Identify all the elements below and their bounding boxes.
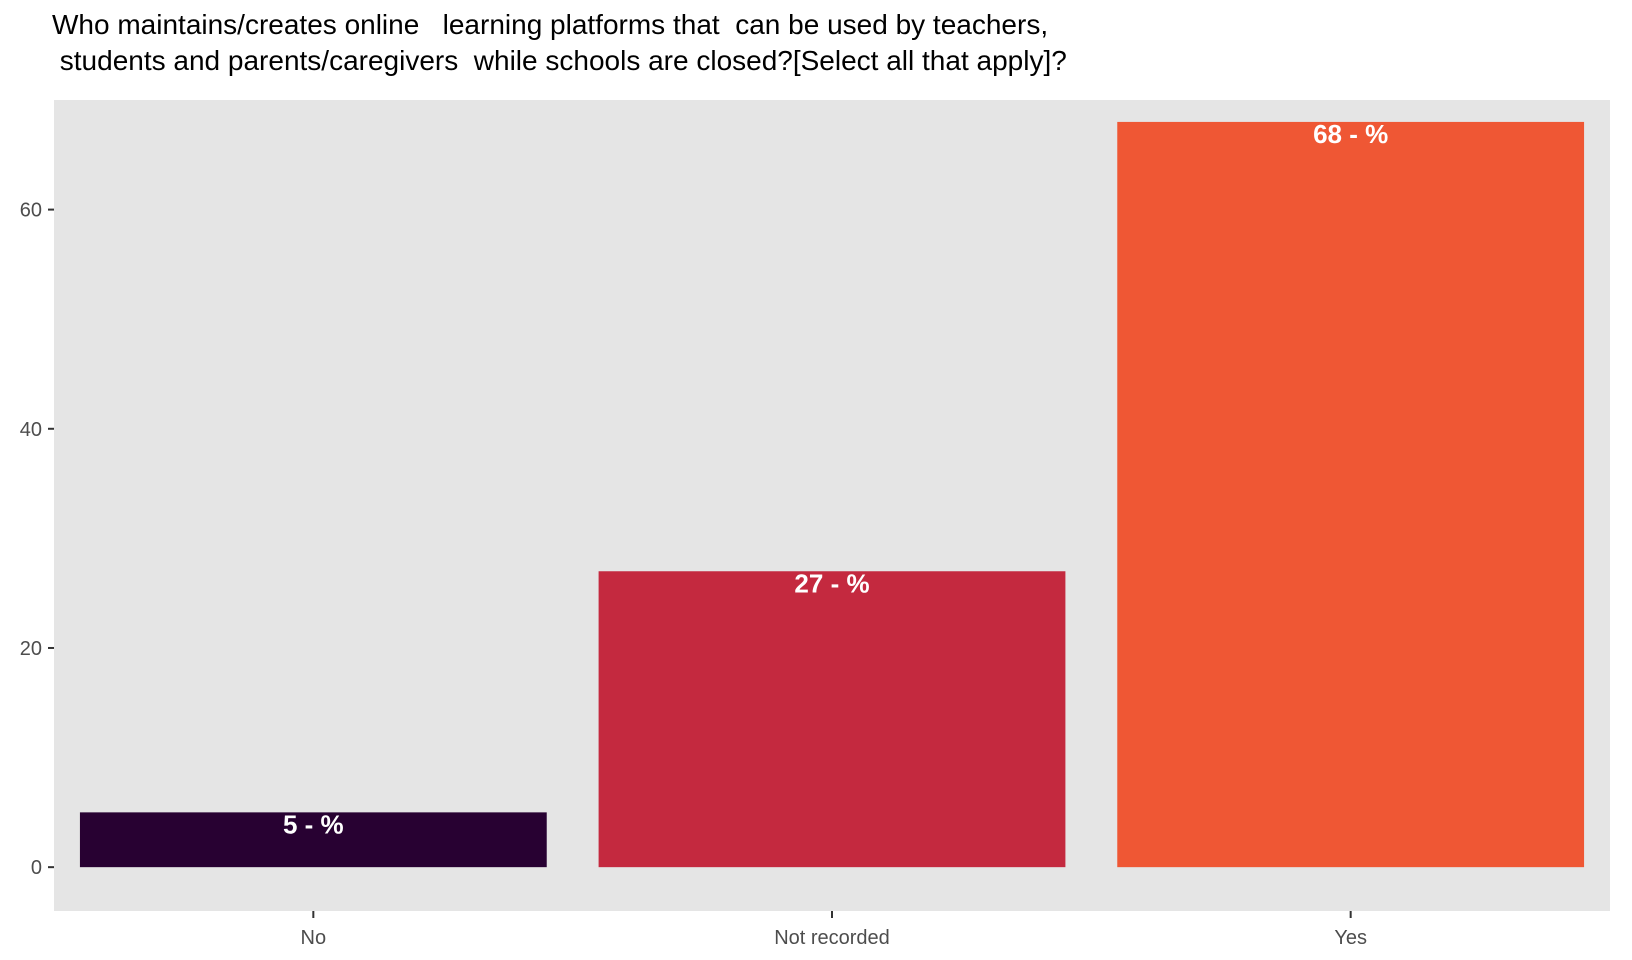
- chart-title-line-1: Who maintains/creates online learning pl…: [52, 9, 1049, 40]
- y-tick-label: 60: [20, 200, 42, 222]
- bar-not-recorded: [598, 571, 1066, 868]
- x-tick-label: Yes: [1334, 927, 1367, 949]
- bar-data-label: 68 - %: [1313, 119, 1388, 149]
- bar-yes: [1117, 121, 1585, 868]
- bar-data-label: 5 - %: [283, 809, 344, 839]
- y-tick-label: 40: [20, 419, 42, 441]
- x-tick-label: Not recorded: [774, 927, 890, 949]
- bars: [79, 121, 1585, 868]
- bar-no: [79, 812, 547, 868]
- x-axis: No Not recorded Yes: [301, 911, 1367, 949]
- y-axis: 0 20 40 60: [20, 200, 54, 879]
- bar-data-label: 27 - %: [794, 568, 869, 598]
- chart-title-line-2: students and parents/caregivers while sc…: [52, 45, 1067, 76]
- y-tick-label: 20: [20, 638, 42, 660]
- x-tick-label: No: [301, 927, 327, 949]
- y-tick-label: 0: [31, 857, 42, 879]
- bar-labels: 5 - % 27 - % 68 - %: [283, 119, 1388, 839]
